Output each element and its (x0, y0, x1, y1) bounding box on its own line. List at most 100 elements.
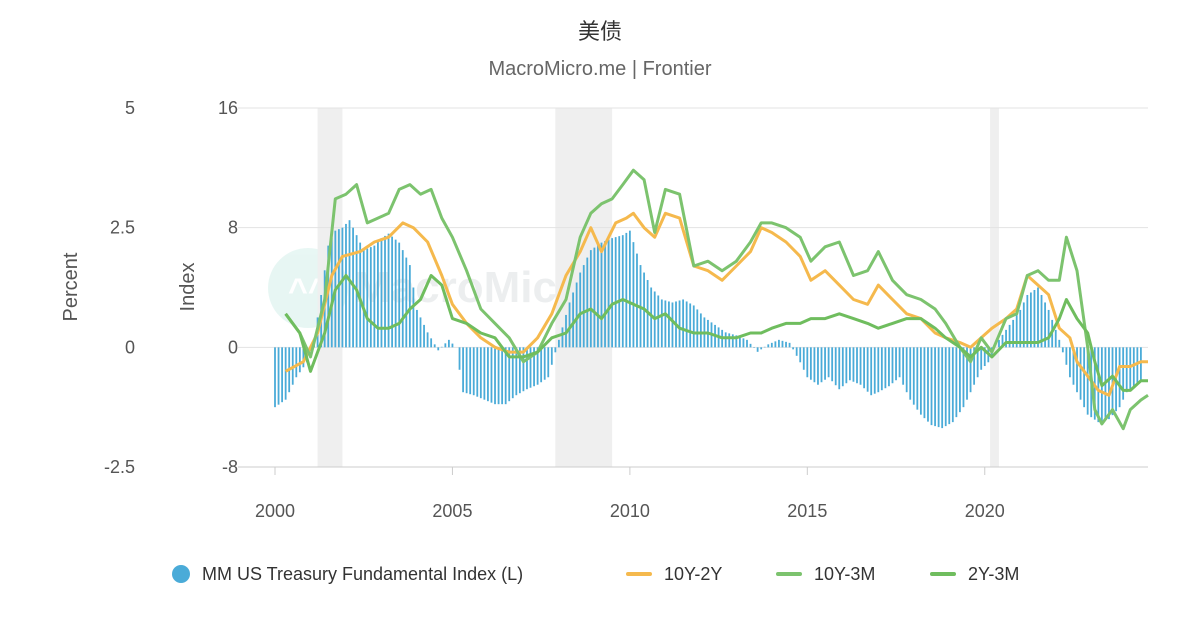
index-bar (930, 347, 933, 426)
legend-item-10y-2y[interactable]: 10Y-2Y (626, 558, 722, 590)
index-bar (1122, 347, 1125, 400)
index-bar (1054, 329, 1057, 348)
index-bar (1037, 287, 1039, 348)
index-bar (433, 344, 436, 348)
index-bar (788, 342, 791, 348)
right-tick-label: 16 (218, 98, 238, 118)
index-bar (369, 247, 372, 348)
index-bar (284, 347, 287, 400)
index-bar (888, 347, 890, 387)
series-line-10y-3m (284, 168, 1149, 431)
index-bar (586, 257, 589, 348)
index-bar (373, 245, 376, 348)
right-axis: 16 8 0 -8 (218, 98, 238, 477)
index-bar (607, 239, 610, 348)
index-bar (600, 242, 603, 348)
index-bar (856, 347, 858, 384)
index-bar (377, 241, 379, 348)
index-bar (1005, 329, 1007, 348)
index-bar (664, 300, 667, 348)
index-bar (831, 347, 834, 382)
index-bar (806, 347, 809, 378)
index-bar (969, 347, 972, 393)
index-bar (1140, 347, 1142, 381)
index-bar (795, 347, 798, 356)
index-bar (781, 340, 784, 348)
left-tick-label: -2.5 (104, 457, 135, 477)
index-bar (866, 347, 869, 392)
index-bar (494, 347, 496, 405)
index-bar (785, 341, 787, 348)
index-bar (543, 347, 546, 380)
index-bar (824, 347, 826, 380)
index-bar (398, 242, 401, 348)
index-bar (962, 347, 965, 408)
index-bar (476, 347, 479, 397)
index-bar (536, 347, 539, 385)
index-bar (451, 343, 454, 348)
x-tick-label: 2005 (432, 501, 472, 521)
index-bar (469, 347, 472, 395)
index-bar (671, 302, 674, 348)
index-bar (678, 300, 681, 348)
index-bar (540, 347, 543, 383)
index-bar (877, 347, 880, 393)
index-bar (281, 347, 283, 403)
index-bar (951, 347, 954, 423)
index-bar (550, 347, 553, 365)
index-bar (497, 347, 500, 405)
x-tick-label: 2010 (610, 501, 650, 521)
index-bar (568, 302, 571, 348)
legend-item-10y-3m[interactable]: 10Y-3M (776, 558, 875, 590)
index-bar (668, 301, 670, 348)
left-axis: 5 2.5 0 -2.5 (104, 98, 135, 477)
index-bar (628, 230, 631, 348)
legend-item-fundamental-index[interactable]: MM US Treasury Fundamental Index (L) (172, 558, 523, 590)
index-bar (593, 247, 596, 348)
index-bar (582, 265, 585, 348)
index-bar (998, 339, 1000, 348)
index-bar (295, 347, 298, 378)
index-bar (479, 347, 482, 399)
index-bar (799, 347, 802, 363)
index-bar (529, 347, 532, 388)
index-bar (1125, 347, 1128, 393)
index-bar (458, 347, 461, 370)
index-bar (820, 347, 823, 383)
index-bar (657, 295, 660, 348)
index-bar (483, 347, 486, 400)
index-bar (955, 347, 958, 418)
index-bar (742, 338, 745, 348)
legend-label: MM US Treasury Fundamental Index (L) (202, 563, 524, 584)
index-bar (760, 347, 763, 350)
index-bar (738, 336, 741, 348)
index-bar (632, 242, 635, 348)
right-tick-label: 8 (228, 218, 238, 238)
legend-line-icon (930, 572, 956, 576)
legend-dot-icon (172, 565, 190, 583)
index-bar (430, 338, 433, 348)
x-axis: 2000 2005 2010 2015 2020 (255, 467, 1005, 521)
spread-lines (284, 168, 1149, 431)
index-bar (1132, 347, 1135, 388)
index-bar (426, 332, 429, 348)
index-bar (401, 250, 404, 348)
index-bar (589, 250, 592, 348)
index-bar (604, 241, 606, 348)
series-line-2y-3m (284, 274, 1148, 392)
index-bar (1086, 347, 1089, 415)
legend-label: 2Y-3M (968, 563, 1020, 584)
legend-item-2y-3m[interactable]: 2Y-3M (930, 558, 1019, 590)
index-bar (636, 253, 638, 348)
index-bar (682, 299, 685, 348)
index-bar (405, 257, 408, 348)
index-bar (579, 272, 582, 348)
index-bar (916, 347, 919, 410)
index-bar (770, 342, 773, 348)
index-bar (618, 236, 621, 348)
index-bar (1019, 309, 1022, 348)
index-bar (909, 347, 912, 400)
left-tick-label: 0 (125, 337, 135, 357)
index-bar (827, 347, 830, 378)
